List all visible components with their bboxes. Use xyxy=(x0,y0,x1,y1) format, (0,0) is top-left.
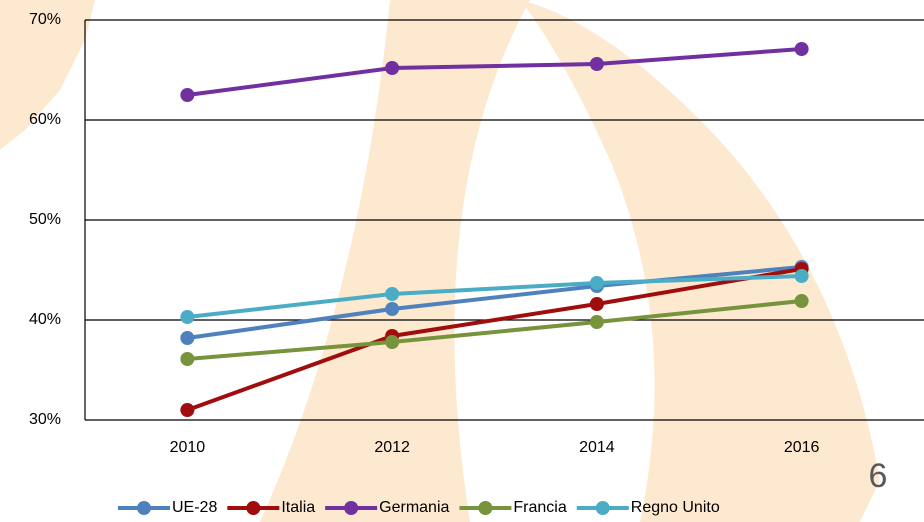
background-shape xyxy=(0,0,95,150)
data-point xyxy=(180,403,195,417)
legend-label: Germania xyxy=(379,499,449,516)
data-point xyxy=(180,310,195,324)
legend-marker xyxy=(344,501,359,515)
x-tick-label: 2016 xyxy=(784,439,820,456)
data-point xyxy=(589,276,604,290)
x-tick-label: 2010 xyxy=(170,439,206,456)
data-point xyxy=(589,297,604,311)
legend-marker xyxy=(595,501,610,515)
data-point xyxy=(180,352,195,366)
y-tick-label: 50% xyxy=(29,211,61,228)
x-tick-label: 2012 xyxy=(374,439,410,456)
y-tick-label: 30% xyxy=(29,411,61,428)
series-line xyxy=(187,274,802,319)
data-point xyxy=(794,269,809,283)
legend-label: Francia xyxy=(513,499,566,516)
series-line xyxy=(186,267,802,412)
background-shape xyxy=(260,0,530,522)
page-number: 6 xyxy=(869,457,888,495)
data-point xyxy=(385,61,400,75)
legend-marker xyxy=(478,501,493,515)
data-point xyxy=(794,294,809,308)
data-point xyxy=(589,57,604,71)
legend-label: Italia xyxy=(281,499,315,516)
x-tick-label: 2014 xyxy=(579,439,615,456)
data-point xyxy=(589,315,604,329)
y-tick-label: 40% xyxy=(29,311,61,328)
legend-label: UE-28 xyxy=(172,499,217,516)
legend-label: Regno Unito xyxy=(631,499,720,516)
y-tick-label: 60% xyxy=(29,111,61,128)
data-point xyxy=(385,287,400,301)
series-line xyxy=(187,265,802,340)
legend-marker xyxy=(246,501,261,515)
legend-marker xyxy=(137,501,151,515)
data-point xyxy=(794,42,809,56)
y-tick-label: 70% xyxy=(29,11,61,28)
data-point xyxy=(180,331,195,345)
background-shape xyxy=(520,0,880,522)
data-point xyxy=(385,335,400,349)
series-line xyxy=(187,299,802,361)
data-point xyxy=(385,302,400,316)
series-line xyxy=(187,47,802,97)
data-point xyxy=(180,88,195,102)
